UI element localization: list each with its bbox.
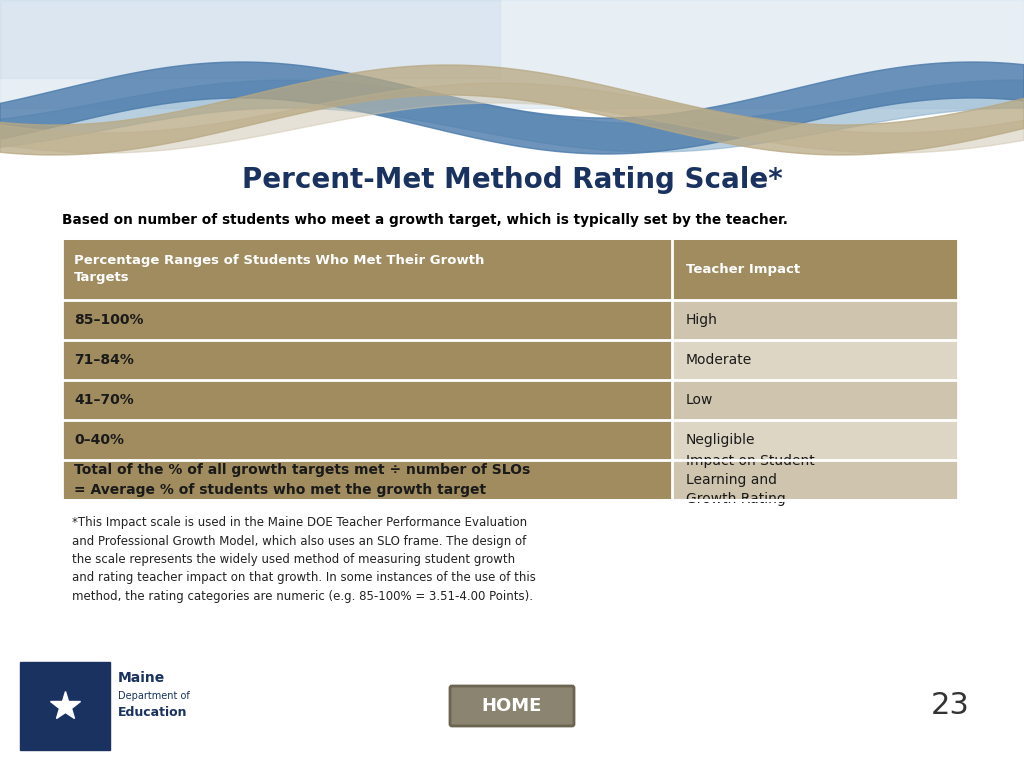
Bar (184, 0, 193, 148)
Bar (62, 238, 672, 300)
Bar (224, 0, 232, 148)
Text: Percent-Met Method Rating Scale*: Percent-Met Method Rating Scale* (242, 166, 782, 194)
Text: Maine: Maine (118, 671, 165, 685)
Bar (72, 0, 80, 148)
Bar (160, 0, 168, 148)
Text: High: High (686, 313, 718, 327)
Text: Based on number of students who meet a growth target, which is typically set by : Based on number of students who meet a g… (62, 213, 787, 227)
Text: Education: Education (118, 707, 187, 720)
Text: Low: Low (686, 393, 714, 407)
Bar (432, 0, 440, 148)
Bar (56, 0, 63, 148)
FancyBboxPatch shape (450, 686, 574, 726)
Bar (384, 0, 392, 148)
Bar (20, 662, 110, 750)
Bar (80, 0, 88, 148)
Bar (120, 0, 128, 148)
Bar (0, 0, 520, 148)
Bar (304, 0, 312, 148)
Bar (40, 0, 48, 148)
Bar (368, 0, 376, 148)
Bar (472, 0, 480, 148)
Bar (240, 0, 248, 148)
Text: Percentage Ranges of Students Who Met Their Growth
Targets: Percentage Ranges of Students Who Met Th… (74, 254, 484, 284)
Text: Impact on Student
Learning and
Growth Rating: Impact on Student Learning and Growth Ra… (686, 453, 815, 507)
Bar (200, 0, 208, 148)
Bar (62, 460, 672, 500)
Bar (280, 0, 288, 148)
Bar (672, 380, 958, 420)
Bar (256, 0, 264, 148)
Bar (456, 0, 464, 148)
Bar (63, 0, 72, 148)
Text: Total of the % of all growth targets met ÷ number of SLOs
= Average % of student: Total of the % of all growth targets met… (74, 463, 530, 497)
Bar (216, 0, 224, 148)
Bar (0, 0, 500, 78)
Bar (400, 0, 408, 148)
Text: 71–84%: 71–84% (74, 353, 134, 367)
Bar (62, 380, 672, 420)
Bar (232, 0, 240, 148)
Bar (264, 0, 272, 148)
Bar (392, 0, 400, 148)
Text: Department of: Department of (118, 691, 189, 701)
Bar (48, 0, 56, 148)
Bar (360, 0, 368, 148)
Text: *This Impact scale is used in the Maine DOE Teacher Performance Evaluation
and P: *This Impact scale is used in the Maine … (72, 516, 536, 603)
Bar (672, 420, 958, 460)
Bar (176, 0, 184, 148)
Bar (319, 0, 328, 148)
Bar (288, 0, 296, 148)
Text: 23: 23 (931, 691, 970, 720)
Bar (104, 0, 112, 148)
Text: 41–70%: 41–70% (74, 393, 134, 407)
Bar (408, 0, 416, 148)
Bar (312, 0, 319, 148)
Bar (336, 0, 344, 148)
Bar (62, 300, 672, 340)
Bar (672, 300, 958, 340)
Bar (168, 0, 176, 148)
Text: Moderate: Moderate (686, 353, 753, 367)
Text: Teacher Impact: Teacher Impact (686, 263, 800, 276)
Bar (208, 0, 216, 148)
Bar (296, 0, 304, 148)
Text: 85–100%: 85–100% (74, 313, 143, 327)
Bar (144, 0, 152, 148)
Bar (112, 0, 120, 148)
Bar (128, 0, 136, 148)
Bar (88, 0, 96, 148)
Bar (248, 0, 256, 148)
Bar (0, 0, 8, 148)
Bar (352, 0, 360, 148)
Bar (62, 420, 672, 460)
Bar (328, 0, 336, 148)
Bar (440, 0, 449, 148)
Text: HOME: HOME (482, 697, 542, 715)
Bar (32, 0, 40, 148)
Bar (16, 0, 24, 148)
Bar (62, 340, 672, 380)
Bar (62, 238, 958, 500)
Bar (272, 0, 280, 148)
Bar (464, 0, 472, 148)
Bar (8, 0, 16, 148)
Bar (416, 0, 424, 148)
Bar (136, 0, 144, 148)
Bar (344, 0, 352, 148)
Bar (152, 0, 160, 148)
Bar (193, 0, 200, 148)
Bar (449, 0, 456, 148)
Bar (0, 0, 1024, 108)
Bar (0, 0, 1024, 168)
Bar (424, 0, 432, 148)
Bar (672, 238, 958, 300)
Bar (672, 460, 958, 500)
Text: Negligible: Negligible (686, 433, 756, 447)
Bar (24, 0, 32, 148)
Bar (672, 340, 958, 380)
Bar (376, 0, 384, 148)
Text: 0–40%: 0–40% (74, 433, 124, 447)
Bar (96, 0, 104, 148)
